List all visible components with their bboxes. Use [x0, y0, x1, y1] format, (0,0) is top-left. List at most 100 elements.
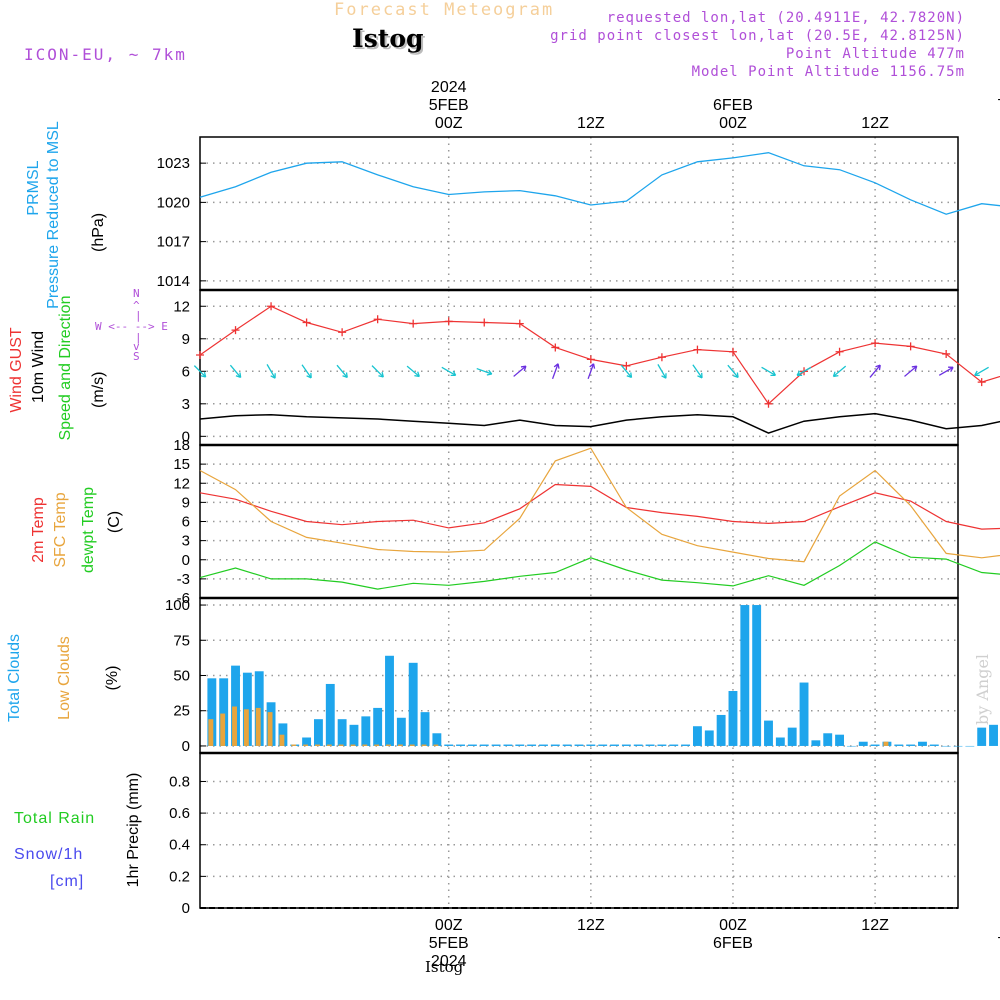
wind-arrow-head: [553, 363, 560, 369]
top-time-label: 7FEB: [997, 97, 1000, 114]
y-tick-label: 0.6: [169, 805, 190, 822]
gust-marker: [942, 349, 951, 358]
top-time-label: 6FEB: [713, 97, 753, 114]
total-cloud-bar: [456, 744, 466, 746]
wind-arrow-head: [733, 372, 739, 379]
total-cloud-bar: [811, 740, 821, 746]
low-cloud-bar: [303, 744, 309, 746]
wind-arrow-head: [626, 372, 633, 379]
gust-marker: [302, 318, 311, 327]
wind-arrow: [229, 364, 242, 378]
total-cloud-bar: [657, 744, 667, 746]
wind-arrow: [406, 365, 420, 377]
y-tick-label: 75: [173, 632, 190, 649]
gust-marker: [515, 319, 524, 328]
bottom-time-label: 7FEB: [997, 935, 1000, 952]
gust-marker: [835, 347, 844, 356]
compass-arrow-down: v: [133, 340, 140, 353]
bottom-time-label: 12Z: [861, 917, 889, 934]
y-tick-label: 1020: [157, 194, 190, 211]
wind-arrow-head: [796, 370, 803, 377]
gridpoint-coords: grid point closest lon,lat (20.5E, 42.81…: [550, 28, 965, 44]
wind-10m-line: [199, 412, 1000, 434]
model-altitude: Model Point Altitude 1156.75m: [691, 64, 965, 80]
wind-arrow-head: [520, 365, 527, 372]
y-tick-label: 9: [182, 331, 190, 348]
total-cloud-bar: [420, 712, 430, 746]
low-cloud-bar: [232, 706, 237, 746]
low-cloud-bar: [338, 744, 344, 746]
point-altitude: Point Altitude 477m: [785, 46, 965, 62]
wind-gust-line: [199, 305, 1000, 405]
wind-arrow-head: [875, 364, 881, 371]
y-tick-label: -3: [177, 571, 190, 588]
total-cloud-bar: [977, 727, 987, 746]
compass-s: S: [133, 350, 140, 363]
total-cloud-bar: [373, 707, 383, 746]
total-cloud-bar: [302, 737, 312, 746]
gust-marker: [551, 343, 560, 352]
wind-arrow-head: [270, 373, 276, 379]
total-cloud-bar: [918, 741, 927, 746]
temp-2m-line: [199, 483, 1000, 530]
gust-marker: [586, 355, 595, 364]
total-cloud-bar: [764, 720, 773, 746]
total-cloud-bar: [775, 737, 785, 746]
location-title: Istog: [352, 24, 424, 53]
total-cloud-bar: [941, 745, 951, 747]
total-cloud-bar: [586, 744, 596, 746]
total-cloud-bar: [858, 741, 868, 746]
total-cloud-bar: [633, 744, 643, 746]
total-cloud-bar: [598, 744, 608, 746]
y-tick-label: -6: [177, 590, 190, 607]
wind-arrow-head: [235, 372, 242, 379]
total-cloud-bar: [313, 719, 323, 746]
total-cloud-bar: [479, 744, 489, 746]
gust-marker: [764, 399, 773, 408]
total-cloud-bar: [219, 678, 229, 746]
wind-arrow: [833, 365, 847, 377]
bottom-time-label: 5FEB: [429, 935, 469, 952]
bottom-time-label: 6FEB: [713, 935, 753, 952]
total-cloud-bar: [515, 744, 525, 746]
wind-arrow-head: [378, 371, 384, 378]
total-cloud-bar: [325, 683, 335, 746]
wind-arrow-head: [770, 370, 776, 377]
y-tick-label: 25: [173, 703, 190, 720]
wind-arrow-head: [948, 366, 954, 372]
wind-arrow: [974, 366, 989, 376]
total-cloud-bar: [965, 745, 975, 747]
total-cloud-bar: [787, 727, 797, 746]
wind-arrow: [441, 366, 456, 376]
total-cloud-bar: [906, 744, 916, 746]
wind-arrow-head: [200, 371, 207, 378]
temp-sfc-line: [199, 447, 1000, 563]
model-label: ICON-EU, ~ 7km: [24, 45, 187, 64]
meteogram-subtitle: Forecast Meteogram: [334, 0, 555, 20]
total-cloud-bar: [385, 655, 394, 746]
total-cloud-bar: [574, 744, 584, 746]
gust-marker: [693, 345, 702, 354]
low-cloud-bar: [409, 744, 415, 746]
low-cloud-bar: [421, 744, 427, 746]
y-tick-label: 1023: [157, 155, 190, 172]
gust-marker: [657, 353, 666, 362]
low-cloud-bar: [267, 712, 273, 746]
y-tick-label: 100: [165, 597, 190, 614]
total-cloud-bar: [562, 744, 572, 746]
y-tick-label: 12: [173, 475, 190, 492]
total-cloud-bar: [491, 744, 501, 746]
total-cloud-bar: [894, 744, 904, 746]
total-cloud-bar: [870, 744, 880, 746]
wind-arrow-head: [697, 372, 703, 379]
panel-frame: [199, 136, 959, 291]
y-tick-label: 3: [182, 533, 190, 550]
low-cloud-bar: [326, 744, 332, 746]
gust-marker: [480, 318, 489, 327]
wind-arrow-head: [342, 372, 348, 379]
total-cloud-bar: [361, 716, 371, 746]
wind-arrow: [587, 363, 595, 380]
y-tick-label: 0: [182, 552, 190, 569]
wind-arrow: [476, 367, 492, 375]
total-cloud-bar: [396, 717, 406, 746]
